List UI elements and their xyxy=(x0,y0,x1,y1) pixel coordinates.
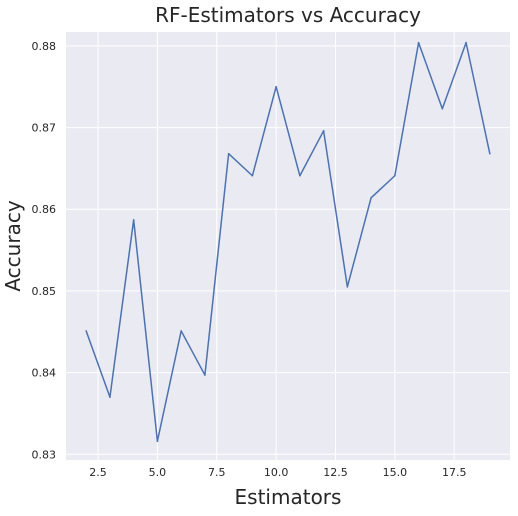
x-tick-label: 2.5 xyxy=(89,466,107,479)
data-point xyxy=(227,152,230,155)
x-tick-label: 7.5 xyxy=(208,466,226,479)
y-tick-labels: 0.83 0.84 0.85 0.86 0.87 0.88 xyxy=(32,40,57,461)
x-tick-label: 12.5 xyxy=(323,466,348,479)
y-tick-label: 0.87 xyxy=(32,122,57,135)
data-point xyxy=(275,85,277,88)
x-tick-label: 5.0 xyxy=(149,466,167,479)
data-point xyxy=(441,107,444,110)
data-point xyxy=(489,152,491,155)
y-tick-label: 0.83 xyxy=(32,448,57,461)
y-tick-label: 0.88 xyxy=(32,40,57,53)
data-point xyxy=(156,440,159,443)
data-point xyxy=(85,330,87,332)
data-point xyxy=(322,130,325,132)
data-point xyxy=(109,396,111,398)
data-point xyxy=(394,174,396,177)
x-tick-label: 10.0 xyxy=(264,466,289,479)
data-point xyxy=(346,286,349,288)
data-point xyxy=(370,197,372,199)
x-tick-label: 15.0 xyxy=(383,466,408,479)
data-point xyxy=(417,41,420,44)
y-tick-label: 0.86 xyxy=(32,203,57,216)
chart-title: RF-Estimators vs Accuracy xyxy=(155,3,421,27)
data-point xyxy=(465,41,467,44)
data-point xyxy=(299,174,301,177)
x-tick-labels: 2.5 5.0 7.5 10.0 12.5 15.0 17.5 xyxy=(89,466,466,479)
y-tick-label: 0.84 xyxy=(32,367,57,380)
series-line xyxy=(85,41,491,442)
series-layer xyxy=(85,41,491,443)
y-tick-label: 0.85 xyxy=(32,285,57,298)
data-point xyxy=(180,330,182,332)
x-tick-label: 17.5 xyxy=(442,466,467,479)
data-point xyxy=(251,174,254,177)
data-point xyxy=(204,374,206,376)
plot-area xyxy=(66,32,510,460)
y-axis-label: Accuracy xyxy=(1,200,25,291)
data-point xyxy=(132,219,135,221)
x-axis-label: Estimators xyxy=(235,485,342,509)
x-gridlines xyxy=(97,32,455,460)
y-gridlines xyxy=(66,45,510,455)
